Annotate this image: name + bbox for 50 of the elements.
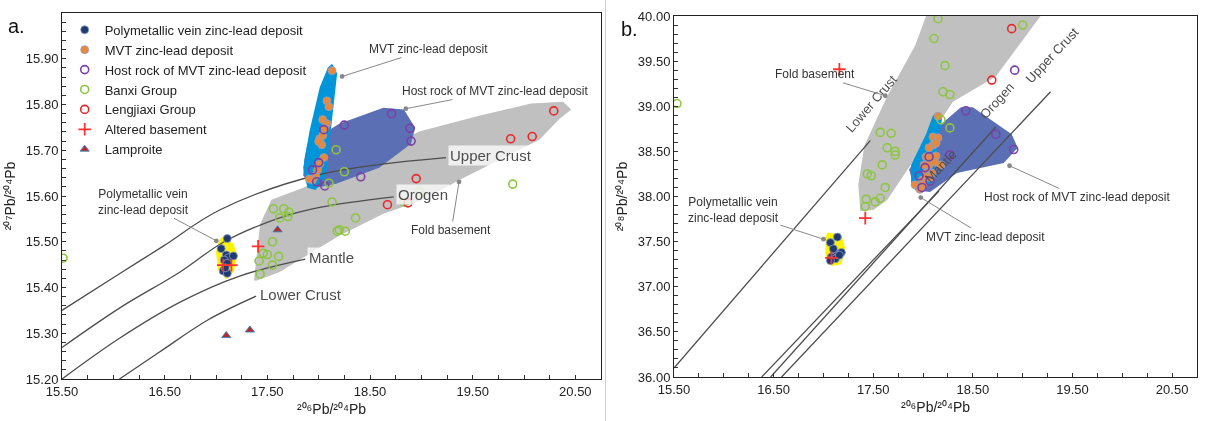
y-axis-title: ²⁰⁸Pb/²⁰⁴Pb — [614, 161, 631, 232]
series-label: Upper Crust — [450, 147, 532, 164]
y-tick-label: 36.50 — [637, 324, 671, 340]
text: b. — [621, 18, 638, 40]
series-label: Lower Crust — [260, 286, 342, 303]
y-tick-label: 39.50 — [637, 53, 671, 69]
y-tick-label: 39.00 — [637, 98, 671, 114]
y-tick-label: 15.70 — [25, 142, 59, 158]
series-label: Orogen — [398, 186, 449, 203]
x-tick-label: 18.50 — [353, 383, 387, 399]
y-tick-label: 15.60 — [25, 188, 59, 204]
y-axis-title: ²⁰⁷Pb/²⁰⁴Pb — [2, 161, 19, 231]
annotation: Polymetallic vein zinc-lead deposit — [98, 187, 189, 217]
y-tick-label: 38.50 — [637, 143, 671, 159]
y-tick-label: 37.50 — [637, 234, 671, 250]
legend-label: Polymetallic vein zinc-lead deposit — [104, 22, 304, 38]
x-tick-label: 17.50 — [856, 381, 890, 397]
x-tick-label: 16.50 — [757, 381, 790, 397]
x-tick-label: 18.50 — [956, 381, 990, 397]
text: a. — [8, 15, 25, 37]
y-tick-label: 15.30 — [25, 325, 59, 341]
x-tick-label: 16.50 — [148, 383, 181, 399]
y-tick-label: 15.80 — [25, 97, 59, 113]
x-tick-label: 20.50 — [559, 383, 592, 399]
annotation: Polymetallic vein zinc-lead deposit — [688, 195, 779, 225]
y-tick-label: 15.40 — [25, 280, 59, 296]
legend-label: MVT zinc-lead deposit — [104, 42, 234, 58]
legend-label: Lamproite — [104, 142, 163, 158]
annotation: Fold basement — [775, 67, 856, 81]
x-axis-title: ²⁰⁶Pb/²⁰⁴Pb — [296, 400, 367, 417]
x-tick-label: 19.50 — [456, 383, 489, 399]
x-tick-label: 17.50 — [251, 383, 284, 399]
x-axis-title: ²⁰⁶Pb/²⁰⁴Pb — [900, 398, 971, 415]
annotation: MVT zinc-lead deposit — [926, 230, 1046, 244]
y-tick-label: 15.90 — [25, 51, 59, 67]
y-tick-label: 40.00 — [637, 8, 671, 24]
series-label: Mantle — [309, 249, 355, 266]
y-tick-label: 15.50 — [25, 234, 59, 250]
y-tick-label: 37.00 — [637, 279, 671, 295]
x-tick-label: 19.50 — [1056, 381, 1089, 397]
annotation: Host rock of MVT zinc-lead deposit — [402, 84, 589, 98]
legend-label: Banxi Group — [104, 82, 177, 98]
legend-label: Altered basement — [104, 122, 207, 138]
y-tick-label: 38.00 — [637, 189, 671, 205]
legend-label: Host rock of MVT zinc-lead deposit — [104, 62, 307, 78]
legend-label: Lengjiaxi Group — [104, 102, 196, 118]
annotation: MVT zinc-lead deposit — [369, 42, 489, 56]
x-tick-label: 20.50 — [1155, 381, 1189, 397]
annotation: Host rock of MVT zinc-lead deposit — [984, 190, 1171, 204]
annotation: Fold basement — [411, 223, 492, 237]
